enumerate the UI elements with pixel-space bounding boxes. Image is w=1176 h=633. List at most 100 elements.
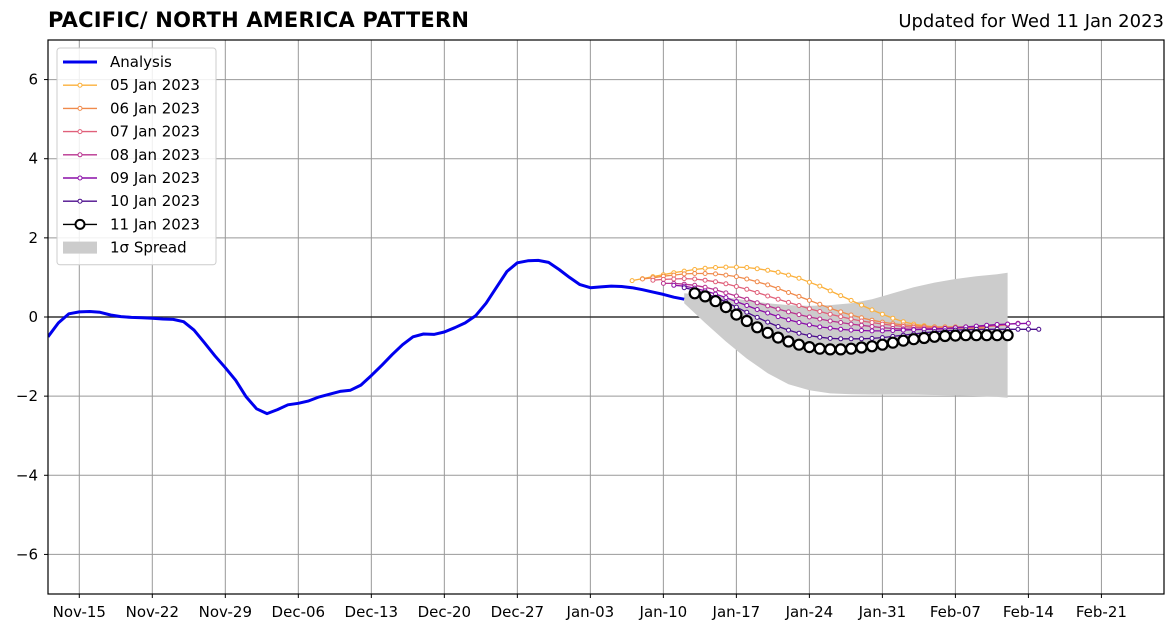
legend-label: 11 Jan 2023 <box>110 215 200 233</box>
legend-label: 07 Jan 2023 <box>110 123 200 141</box>
forecast-point-09-jan-2023 <box>838 326 844 332</box>
y-tick-label: 4 <box>28 150 38 168</box>
forecast-point-08-jan-2023 <box>796 312 802 318</box>
forecast-point-11-jan-2023 <box>876 338 889 351</box>
forecast-point-09-jan-2023 <box>1005 321 1011 327</box>
x-tick-label: Dec-06 <box>272 603 326 621</box>
grid <box>48 40 1164 594</box>
forecast-point-11-jan-2023 <box>917 331 931 345</box>
forecast-point-07-jan-2023 <box>775 296 781 302</box>
forecast-point-11-jan-2023 <box>1001 329 1014 342</box>
x-tick-label: Feb-14 <box>1003 603 1054 621</box>
y-tick-label: −2 <box>16 387 38 405</box>
forecast-point-10-jan-2023 <box>1036 326 1042 332</box>
forecast-point-06-jan-2023 <box>681 271 687 277</box>
forecast-point-05-jan-2023 <box>744 265 750 270</box>
legend-label: 06 Jan 2023 <box>110 99 200 117</box>
forecast-point-06-jan-2023 <box>817 301 823 307</box>
forecast-point-07-jan-2023 <box>754 290 760 295</box>
forecast-point-11-jan-2023 <box>751 321 764 334</box>
forecast-point-11-jan-2023 <box>938 329 952 343</box>
forecast-point-08-jan-2023 <box>869 324 875 329</box>
legend-label: 09 Jan 2023 <box>110 169 200 187</box>
forecast-point-09-jan-2023 <box>806 322 812 328</box>
forecast-point-06-jan-2023 <box>765 282 771 288</box>
forecast-point-11-jan-2023 <box>688 287 701 300</box>
forecast-point-08-jan-2023 <box>723 290 729 296</box>
forecast-point-11-jan-2023 <box>771 331 785 344</box>
legend-box <box>56 47 217 266</box>
forecast-point-06-jan-2023 <box>786 290 791 295</box>
forecast-point-09-jan-2023 <box>733 299 739 305</box>
forecast-point-08-jan-2023 <box>838 320 844 325</box>
forecast-point-05-jan-2023 <box>733 264 739 270</box>
data-layer <box>48 258 1042 416</box>
forecast-point-10-jan-2023 <box>869 335 875 341</box>
forecast-point-09-jan-2023 <box>879 328 885 334</box>
forecast-point-08-jan-2023 <box>660 280 666 286</box>
forecast-point-10-jan-2023 <box>786 327 791 333</box>
forecast-point-11-jan-2023 <box>844 342 858 355</box>
forecast-point-05-jan-2023 <box>775 269 781 275</box>
axis-ticks: −6 −4 −2 0 2 4 6 Nov-15 Nov-22 Nov-29 Dec-06 Dec-13… <box>16 71 1127 621</box>
x-tick-label: Dec-20 <box>418 603 472 621</box>
chart-subtitle: Updated for Wed 11 Jan 2023 <box>898 11 1164 32</box>
forecast-point-06-jan-2023 <box>848 312 854 318</box>
forecast-point-10-jan-2023 <box>848 336 854 342</box>
forecast-point-08-jan-2023 <box>765 303 771 309</box>
forecast-point-07-jan-2023 <box>681 276 687 282</box>
legend-swatch-marker <box>77 198 83 204</box>
forecast-point-07-jan-2023 <box>765 293 771 299</box>
forecast-point-07-jan-2023 <box>650 277 656 283</box>
forecast-point-06-jan-2023 <box>775 286 781 291</box>
forecast-point-08-jan-2023 <box>744 296 750 302</box>
forecast-point-11-jan-2023 <box>698 290 712 303</box>
forecast-point-09-jan-2023 <box>786 317 791 323</box>
forecast-point-11-jan-2023 <box>782 335 795 348</box>
forecast-point-11-jan-2023 <box>761 326 774 339</box>
forecast-point-05-jan-2023 <box>786 272 791 278</box>
legend-label: 1σ Spread <box>110 239 187 257</box>
forecast-point-07-jan-2023 <box>838 314 844 320</box>
forecast-point-06-jan-2023 <box>754 279 760 285</box>
legend-label: 08 Jan 2023 <box>110 146 200 164</box>
forecast-point-05-jan-2023 <box>879 311 885 317</box>
forecast-point-10-jan-2023 <box>765 319 771 325</box>
forecast-point-09-jan-2023 <box>796 320 802 325</box>
forecast-point-10-jan-2023 <box>733 304 739 310</box>
forecast-point-07-jan-2023 <box>733 284 739 289</box>
x-tick-label: Nov-29 <box>199 603 252 621</box>
forecast-point-06-jan-2023 <box>827 305 833 311</box>
x-tick-label: Nov-22 <box>126 603 179 621</box>
forecast-point-09-jan-2023 <box>744 303 750 308</box>
forecast-point-11-jan-2023 <box>897 334 910 347</box>
forecast-point-09-jan-2023 <box>754 307 760 312</box>
forecast-point-09-jan-2023 <box>775 314 781 320</box>
forecast-point-05-jan-2023 <box>692 267 698 272</box>
plot-frame <box>47 39 1165 595</box>
y-tick-label: 2 <box>28 229 38 247</box>
forecast-point-06-jan-2023 <box>838 309 844 315</box>
forecast-point-08-jan-2023 <box>806 314 812 320</box>
forecast-point-11-jan-2023 <box>949 329 962 342</box>
forecast-point-11-jan-2023 <box>855 341 868 354</box>
forecast-point-07-jan-2023 <box>796 303 802 308</box>
y-tick-label: −6 <box>16 545 38 563</box>
forecast-point-05-jan-2023 <box>890 315 896 321</box>
forecast-point-05-jan-2023 <box>723 264 729 270</box>
chart-title: PACIFIC/ NORTH AMERICA PATTERN <box>48 8 470 32</box>
forecast-point-07-jan-2023 <box>671 276 677 282</box>
forecast-point-10-jan-2023 <box>859 336 864 342</box>
forecast-point-11-jan-2023 <box>970 329 983 342</box>
forecast-point-11-jan-2023 <box>730 308 743 321</box>
x-tick-label: Feb-21 <box>1076 603 1127 621</box>
forecast-point-11-jan-2023 <box>813 342 826 355</box>
x-tick-label: Jan-24 <box>785 603 834 621</box>
forecast-point-11-jan-2023 <box>834 343 847 356</box>
forecast-point-07-jan-2023 <box>744 286 750 292</box>
spread-band <box>684 272 1008 398</box>
y-tick-label: −4 <box>16 466 38 484</box>
legend-label: Analysis <box>110 53 172 71</box>
forecast-point-05-jan-2023 <box>838 293 844 299</box>
forecast-point-08-jan-2023 <box>713 287 718 293</box>
